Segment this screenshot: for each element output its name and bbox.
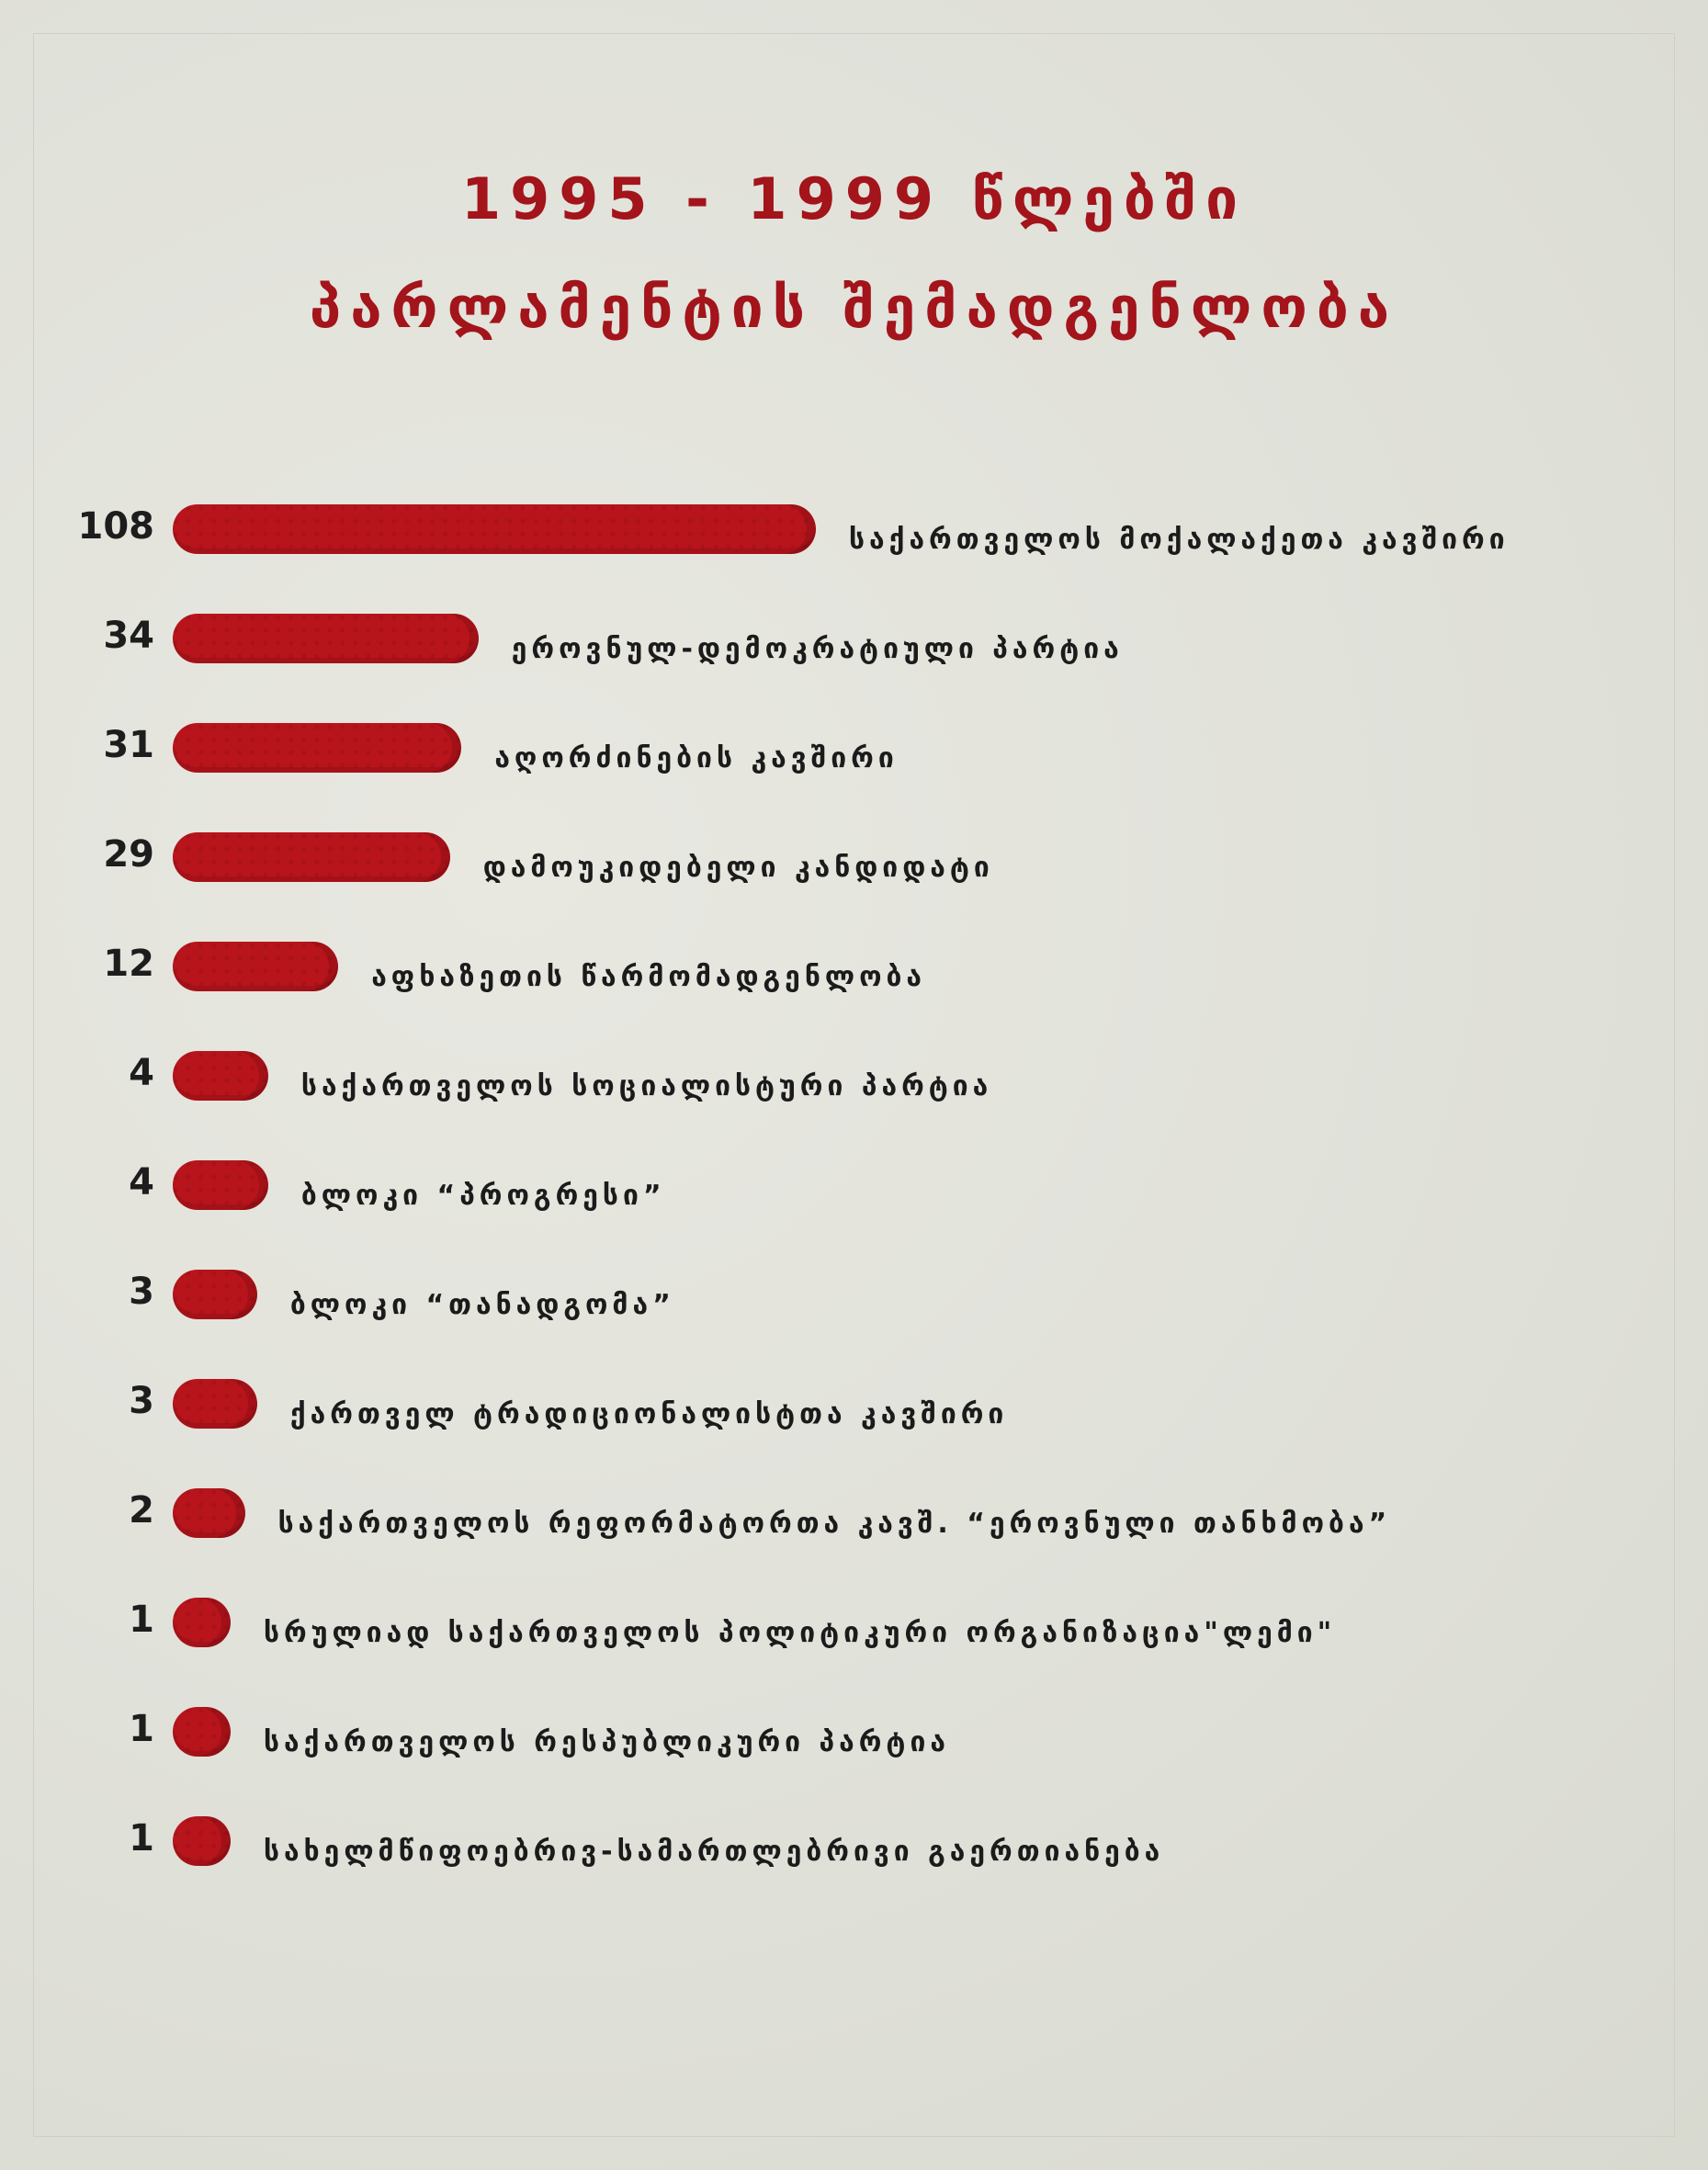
- category-label: ეროვნულ-დემოკრატიული პარტია: [511, 633, 1124, 665]
- category-label: ქართველ ტრადიციონალისტთა კავშირი: [289, 1398, 1009, 1430]
- bar: [173, 1379, 257, 1429]
- category-label: საქართველოს რეფორმატორთა კავშ. “ეროვნული…: [277, 1508, 1392, 1540]
- category-label: აფხაზეთის წარმომადგენლობა: [371, 961, 927, 993]
- category-label: ბლოკი “პროგრესი”: [300, 1180, 666, 1212]
- value-label: 29: [103, 833, 154, 876]
- bar: [173, 832, 450, 882]
- bar: [173, 723, 462, 773]
- chart-title: პარლამენტის შემადგენლობა: [309, 274, 1399, 341]
- bar: [173, 1160, 268, 1210]
- value-label: 1: [129, 1599, 154, 1641]
- category-label: სახელმწიფოებრივ-სამართლებრივი გაერთიანებ…: [263, 1836, 1165, 1868]
- bar: [173, 1488, 245, 1538]
- value-label: 108: [77, 505, 155, 548]
- category-label: საქართველოს სოციალისტური პარტია: [300, 1070, 993, 1102]
- bar: [173, 1816, 231, 1866]
- value-label: 1: [129, 1817, 154, 1859]
- bar: [173, 614, 479, 663]
- bar: [173, 1051, 268, 1101]
- bar: [173, 1270, 257, 1319]
- bar: [173, 1598, 231, 1647]
- category-label: სრულიად საქართველოს პოლიტიკური ორგანიზაც…: [263, 1617, 1337, 1649]
- value-label: 12: [103, 943, 154, 985]
- value-label: 34: [103, 615, 154, 657]
- category-label: საქართველოს რესპუბლიკური პარტია: [263, 1726, 950, 1758]
- category-label: ბლოკი “თანადგომა”: [289, 1289, 675, 1321]
- chart-title: 1995 - 1999 წლებში: [460, 165, 1248, 232]
- value-label: 31: [103, 724, 154, 766]
- value-label: 2: [129, 1489, 154, 1531]
- category-label: დამოუკიდებელი კანდიდატი: [482, 852, 994, 884]
- value-label: 3: [129, 1380, 154, 1422]
- value-label: 4: [129, 1161, 154, 1204]
- frame: [33, 33, 1675, 2137]
- value-label: 4: [129, 1052, 154, 1094]
- value-label: 3: [129, 1271, 154, 1313]
- category-label: აღორძინების კავშირი: [494, 742, 899, 774]
- bar: [173, 1707, 231, 1757]
- category-label: საქართველოს მოქალაქეთა კავშირი: [849, 524, 1510, 556]
- bar: [173, 504, 816, 554]
- value-label: 1: [129, 1708, 154, 1750]
- bar: [173, 942, 339, 991]
